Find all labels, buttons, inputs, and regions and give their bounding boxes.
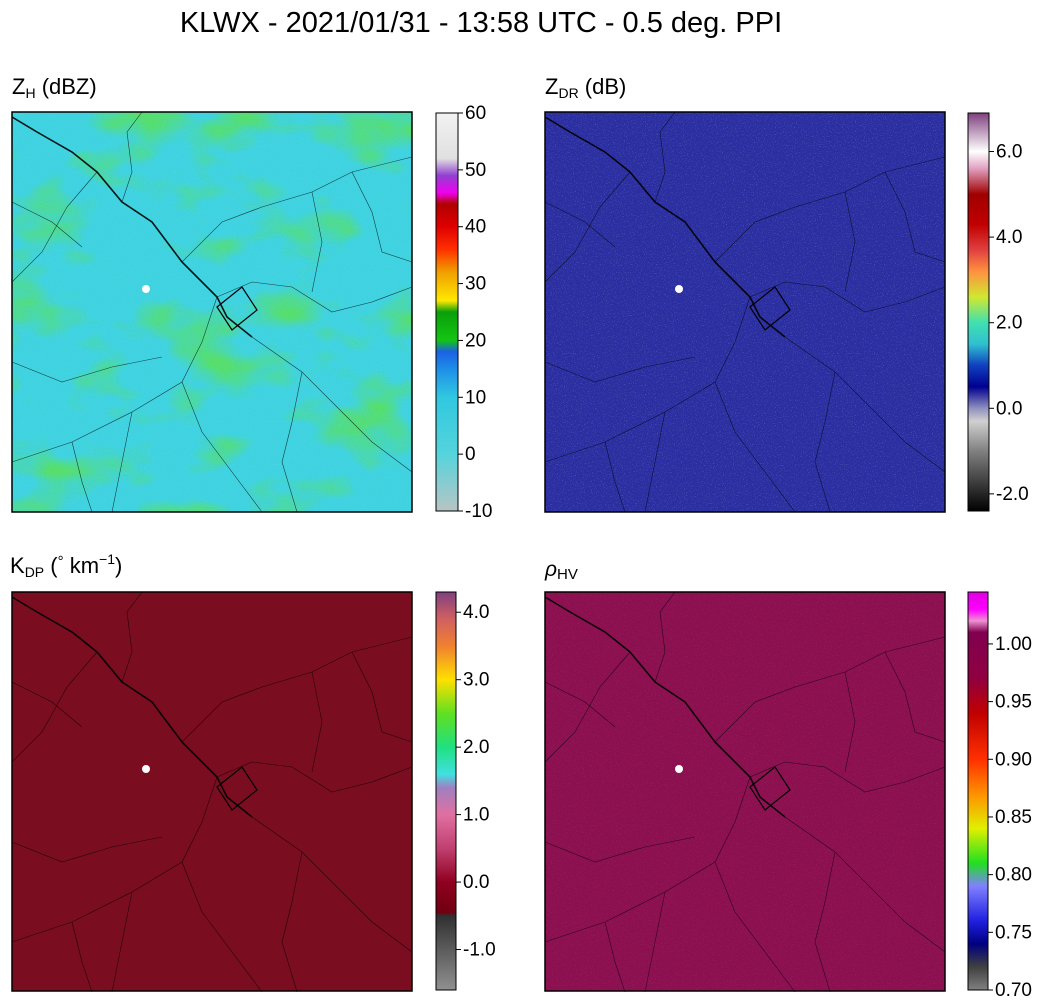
map-frame-zh — [11, 111, 413, 513]
colorbar-gradient — [435, 591, 457, 991]
county-lines-kdp — [11, 591, 413, 993]
colorbar-tick-label: 3.0 — [463, 670, 489, 691]
colorbar-gradient — [967, 591, 989, 991]
colorbar-tick-label: 50 — [465, 160, 486, 181]
panel-title-rhohv: ρHV — [544, 558, 578, 583]
panel-zdr: ZDR (dB) 6.0 4.0 2.0 0.0 -2.0 — [544, 74, 1029, 513]
map-frame-zdr — [544, 111, 946, 513]
colorbar-tick-label: 0.95 — [995, 692, 1032, 713]
colorbar-tick-label: 30 — [465, 274, 486, 295]
colorbar-tick-label: 0.85 — [995, 807, 1032, 828]
county-lines-rhohv — [544, 591, 946, 993]
colorbar-tick-label: 1.00 — [995, 634, 1032, 655]
figure-title: KLWX - 2021/01/31 - 13:58 UTC - 0.5 deg.… — [180, 7, 782, 39]
colorbar-tick-label: 60 — [465, 103, 486, 124]
radar-site-marker-rhohv — [675, 765, 683, 773]
radar-site-marker-kdp — [142, 765, 150, 773]
colorbar-tick-label: 0.0 — [996, 398, 1022, 419]
colorbar-tick-label: 2.0 — [463, 737, 489, 758]
map-frame-rhohv — [544, 591, 946, 992]
colorbar-tick-label: 0.0 — [463, 872, 489, 893]
colorbar-tick-label: 6.0 — [996, 142, 1022, 163]
colorbar-gradient — [435, 112, 459, 512]
colorbar-kdp: 4.0 3.0 2.0 1.0 0.0 -1.0 — [435, 591, 496, 991]
colorbar-tick-label: 40 — [465, 217, 486, 238]
colorbar-tick-label: 2.0 — [996, 313, 1022, 334]
colorbar-tick-label: 1.0 — [463, 805, 489, 826]
colorbar-tick-label: 4.0 — [996, 227, 1022, 248]
colorbar-tick-label: 20 — [465, 330, 486, 351]
colorbar-tick-label: -2.0 — [996, 484, 1029, 505]
colorbar-tick-label: -1.0 — [463, 940, 496, 961]
radar-site-marker-zh — [142, 285, 150, 293]
colorbar-rhohv: 1.00 0.95 0.90 0.85 0.80 0.75 0.70 — [967, 591, 1032, 1001]
county-lines-zdr — [544, 111, 946, 513]
radar-site-marker-zdr — [675, 285, 683, 293]
panel-title-kdp: KDP (° km−1) — [10, 551, 122, 580]
colorbar-tick-label: 4.0 — [463, 602, 489, 623]
panel-rhohv: ρHV 1.00 0.95 0.90 0.85 0.80 0.75 0.70 — [544, 558, 1032, 1001]
colorbar-zh: 60 50 40 30 20 10 0 -10 — [435, 103, 492, 522]
colorbar-tick-label: 0.75 — [995, 922, 1032, 943]
panel-kdp: KDP (° km−1) 4.0 3.0 2.0 1.0 0.0 -1.0 — [10, 551, 496, 993]
panel-zh: ZH (dBZ) 60 50 40 30 20 10 0 -10 — [11, 74, 492, 522]
colorbar-gradient — [967, 112, 990, 512]
county-lines-zh — [11, 111, 413, 513]
colorbar-tick-label: 0 — [465, 444, 476, 465]
panel-title-zh: ZH (dBZ) — [12, 74, 97, 101]
colorbar-tick-label: 0.80 — [995, 865, 1032, 886]
colorbar-tick-label: 0.90 — [995, 749, 1032, 770]
panel-title-zdr: ZDR (dB) — [545, 74, 626, 101]
colorbar-tick-label: -10 — [465, 501, 492, 522]
colorbar-zdr: 6.0 4.0 2.0 0.0 -2.0 — [967, 112, 1029, 512]
colorbar-tick-label: 10 — [465, 387, 486, 408]
map-frame-kdp — [11, 591, 413, 992]
colorbar-tick-label: 0.70 — [995, 980, 1032, 1001]
